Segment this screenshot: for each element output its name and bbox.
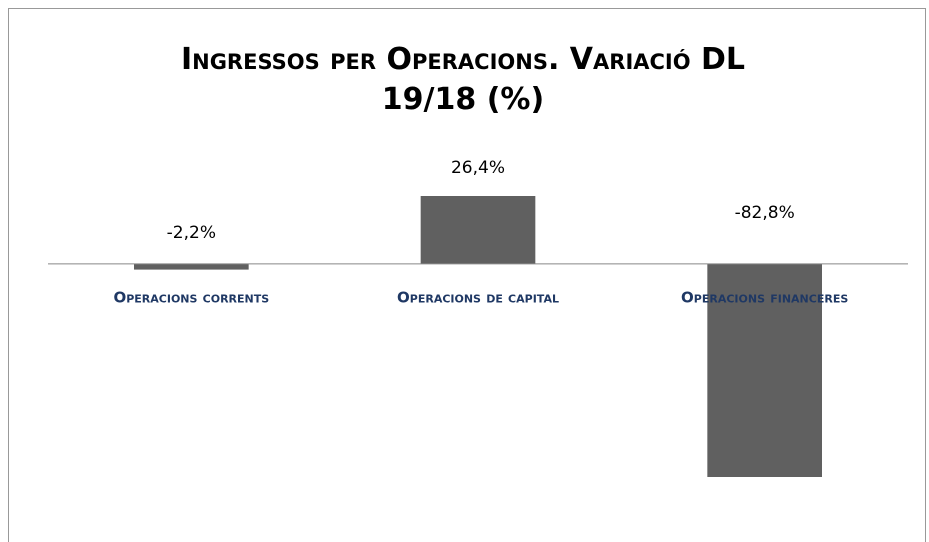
bar (707, 263, 822, 477)
value-label: -82,8% (735, 203, 795, 223)
chart-title: Ingressos per Operacions. Variació DL 19… (180, 42, 746, 117)
x-tick-label: Operacions financeres (681, 288, 848, 306)
value-label: 26,4% (451, 158, 505, 178)
x-tick-label: Operacions de capital (397, 288, 559, 306)
bar (420, 196, 536, 264)
chart-frame (8, 8, 926, 542)
value-label: -2,2% (167, 223, 216, 243)
x-tick-label: Operacions corrents (113, 288, 269, 306)
bar (134, 263, 249, 270)
